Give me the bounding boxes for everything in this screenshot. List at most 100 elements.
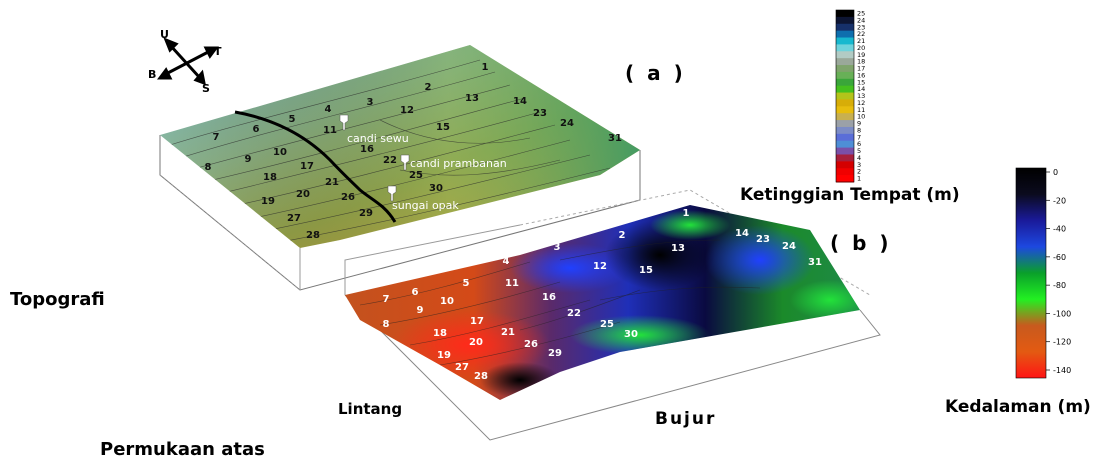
surface-a <box>159 45 641 291</box>
compass-east: T <box>214 45 222 58</box>
legend-elevation: 2524232221201918171615141312111098765432… <box>835 10 865 183</box>
point-label: 27 <box>287 213 301 224</box>
legend-depth-tick: -40 <box>1053 225 1066 234</box>
point-label: 29 <box>359 208 373 219</box>
point-label: 28 <box>306 230 320 241</box>
legend-elevation-tick: 20 <box>857 44 865 52</box>
point-label: 11 <box>323 125 337 136</box>
point-label: 25 <box>409 170 423 181</box>
label-bujur: Bujur <box>655 409 716 429</box>
point-label: 12 <box>593 261 607 272</box>
point-label: 13 <box>465 93 479 104</box>
legend-elevation-swatch <box>836 30 854 39</box>
legend-elevation-swatch <box>836 99 854 107</box>
point-label: 2 <box>619 230 626 241</box>
legend-elevation-swatch <box>836 58 854 66</box>
point-label: 16 <box>542 292 556 303</box>
point-label: 2 <box>425 82 432 93</box>
point-label: 10 <box>273 147 287 158</box>
marker-icons <box>339 114 410 202</box>
legend-elevation-tick: 5 <box>857 147 861 155</box>
legend-elevation-tick: 25 <box>857 10 865 18</box>
point-label: 14 <box>735 228 749 239</box>
legend-elevation-tick: 12 <box>857 99 865 107</box>
panel-a-label: ( a ) <box>625 61 686 85</box>
legend-elevation-tick: 24 <box>857 16 865 24</box>
label-topografi: Topografi <box>10 289 105 310</box>
compass-west: B <box>148 68 156 81</box>
point-label: 19 <box>261 196 275 207</box>
point-label: 6 <box>253 124 260 135</box>
point-label: 30 <box>624 329 638 340</box>
legend-elevation-swatch <box>836 65 854 73</box>
point-label: 4 <box>325 104 332 115</box>
point-label: 24 <box>560 118 574 129</box>
legend-depth-tick: -60 <box>1053 253 1066 262</box>
point-label: 5 <box>289 114 296 125</box>
point-label: 5 <box>463 278 470 289</box>
point-label: 30 <box>429 183 443 194</box>
point-label: 21 <box>501 327 515 338</box>
legend-elevation-swatch <box>836 71 854 80</box>
legend-elevation-swatch <box>836 140 854 149</box>
point-label: 6 <box>412 287 419 298</box>
label-permukaan-atas: Permukaan atas <box>100 439 265 459</box>
point-label: 17 <box>300 161 314 172</box>
legend-elevation-tick: 15 <box>857 78 865 86</box>
legend-depth-tick: -20 <box>1053 196 1066 205</box>
point-label: 4 <box>503 256 510 267</box>
legend-elevation-tick: 21 <box>857 37 865 45</box>
legend-depth-tick: -80 <box>1053 281 1066 290</box>
legend-elevation-swatch <box>836 161 854 169</box>
point-label: 31 <box>608 133 622 144</box>
point-label: 8 <box>383 319 390 330</box>
point-label: 19 <box>437 350 451 361</box>
point-label: 25 <box>600 319 614 330</box>
legend-elevation-swatch <box>836 175 854 183</box>
legend-elevation-swatch <box>836 106 854 114</box>
marker-sungai-opak: sungai opak <box>392 199 459 212</box>
legend-elevation-tick: 18 <box>857 58 865 66</box>
marker-candi-sewu: candi sewu <box>347 132 409 145</box>
legend-elevation-tick: 14 <box>857 85 865 93</box>
point-label: 7 <box>213 132 220 143</box>
point-label: 18 <box>433 328 447 339</box>
legend-elevation-tick: 19 <box>857 51 865 59</box>
legend-elevation-swatch <box>836 16 854 25</box>
point-label: 27 <box>455 362 469 373</box>
marker-candi-prambanan: candi prambanan <box>410 157 507 170</box>
legend-elevation-swatch <box>836 168 854 176</box>
legend-depth-tick: 0 <box>1053 168 1058 177</box>
legend-elevation-swatch <box>836 126 854 135</box>
points-b: 1234567891011121314151617181920212223242… <box>383 208 822 382</box>
legend-depth-tick: -120 <box>1053 338 1071 347</box>
point-label: 26 <box>524 339 538 350</box>
panel-b-label: ( b ) <box>830 231 892 255</box>
legend-elevation-tick: 17 <box>857 65 865 73</box>
point-label: 1 <box>683 208 690 219</box>
point-label: 7 <box>383 294 390 305</box>
legend-elevation-swatch <box>836 113 854 121</box>
legend-elevation-swatch <box>836 37 854 45</box>
point-label: 18 <box>263 172 277 183</box>
label-lintang: Lintang <box>338 400 402 418</box>
legend-elevation-swatch <box>836 23 854 32</box>
point-label: 21 <box>325 177 339 188</box>
legend-elevation-swatch <box>836 78 854 87</box>
surface-b <box>344 189 881 441</box>
point-label: 10 <box>440 296 454 307</box>
legend-elevation-tick: 11 <box>857 106 865 114</box>
compass-icon <box>157 37 219 86</box>
legend-elevation-tick: 4 <box>857 154 861 162</box>
point-label: 31 <box>808 257 822 268</box>
compass-north: U <box>160 28 169 41</box>
legend-elevation-tick: 1 <box>857 175 861 183</box>
legend-elevation-tick: 10 <box>857 113 865 121</box>
legend-elevation-tick: 8 <box>857 126 861 134</box>
point-label: 23 <box>533 108 547 119</box>
legend-elevation-tick: 7 <box>857 133 861 141</box>
legend-elevation-swatch <box>836 154 854 162</box>
legend-depth-tick: -100 <box>1053 309 1071 318</box>
